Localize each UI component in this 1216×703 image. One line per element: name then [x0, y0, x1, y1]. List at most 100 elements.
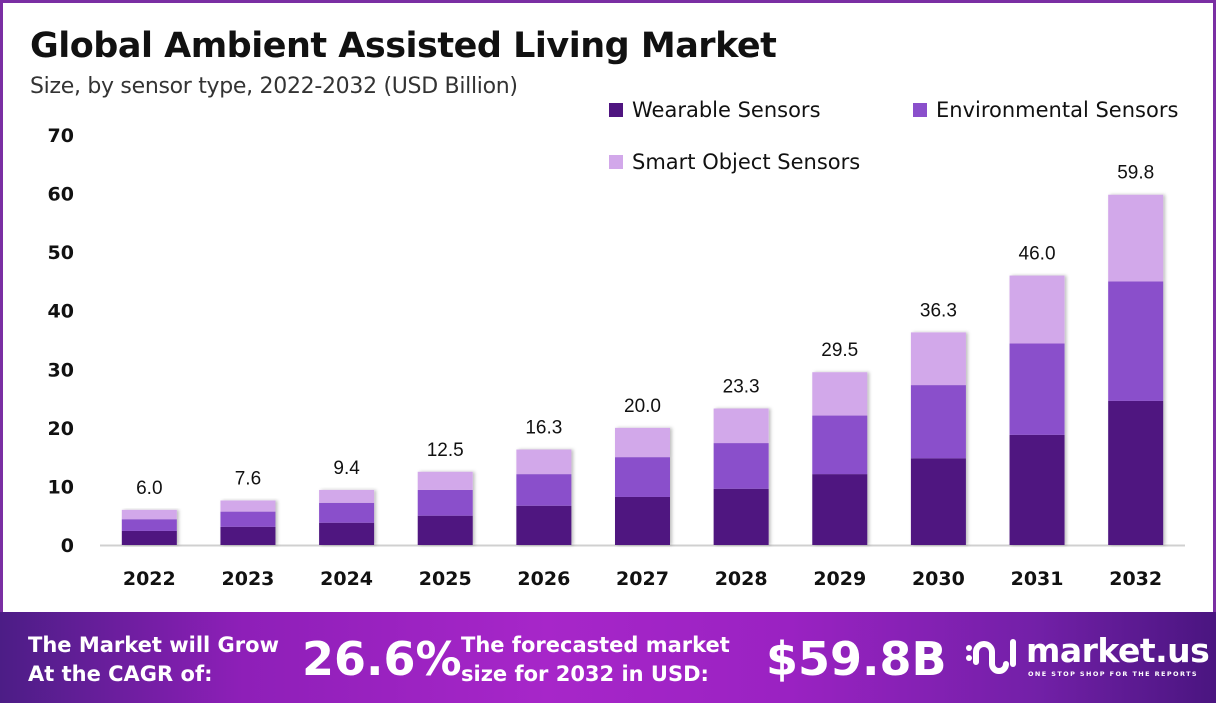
- legend-swatch-wearable: [609, 103, 623, 117]
- x-tick-label: 2028: [715, 568, 768, 590]
- bar-segment-wearable-sensors-2027: [615, 496, 670, 545]
- bar-segment-smart-object-sensors-2026: [516, 449, 572, 475]
- x-tick-label: 2023: [222, 568, 275, 590]
- y-tick-label: 30: [48, 359, 74, 381]
- data-label-total: 59.8: [1117, 163, 1154, 184]
- stacked-bar-chart: 0102030405060706.020227.620239.4202412.5…: [48, 125, 1185, 590]
- legend-label-wearable: Wearable Sensors: [632, 98, 821, 122]
- x-tick-label: 2030: [912, 568, 965, 590]
- data-label-total: 29.5: [821, 340, 858, 361]
- data-label-total: 23.3: [723, 377, 760, 398]
- legend-item-environmental: Environmental Sensors: [913, 98, 1178, 122]
- bar-segment-smart-object-sensors-2027: [615, 427, 670, 458]
- y-tick-label: 40: [48, 301, 74, 323]
- legend-swatch-smart-object: [609, 155, 623, 169]
- x-tick-label: 2032: [1109, 568, 1162, 590]
- bar-stack-2029: [812, 372, 868, 545]
- bar-stack-2023: [220, 500, 276, 545]
- data-label-total: 36.3: [920, 300, 957, 321]
- brand-logo: market.us ONE STOP SHOP FOR THE REPORTS: [964, 631, 1210, 684]
- bar-segment-environmental-sensors-2027: [615, 457, 670, 497]
- bar-segment-environmental-sensors-2029: [812, 415, 868, 475]
- bar-segment-environmental-sensors-2030: [910, 385, 966, 459]
- bar-segment-environmental-sensors-2032: [1108, 281, 1164, 401]
- cagr-label: The Market will Grow At the CAGR of:: [28, 631, 279, 689]
- legend-swatch-environmental: [913, 103, 927, 117]
- legend-item-smart-object: Smart Object Sensors: [609, 150, 860, 174]
- data-label-total: 9.4: [333, 458, 360, 479]
- y-tick-label: 60: [48, 184, 74, 206]
- x-tick-label: 2025: [419, 568, 472, 590]
- brand-tagline: ONE STOP SHOP FOR THE REPORTS: [1028, 670, 1198, 678]
- x-tick-label: 2022: [123, 568, 176, 590]
- legend-label-environmental: Environmental Sensors: [936, 98, 1179, 122]
- bar-segment-wearable-sensors-2022: [121, 530, 177, 545]
- bar-stack-2024: [319, 489, 375, 545]
- data-label-total: 20.0: [624, 396, 661, 417]
- bar-stack-2028: [713, 408, 769, 545]
- bar-segment-environmental-sensors-2028: [713, 443, 769, 489]
- forecast-label: The forecasted market size for 2032 in U…: [461, 631, 730, 689]
- bar-stack-2026: [516, 449, 572, 545]
- bar-segment-smart-object-sensors-2030: [910, 332, 966, 386]
- bar-segment-smart-object-sensors-2022: [121, 509, 177, 520]
- y-tick-label: 0: [61, 535, 74, 557]
- bar-segment-wearable-sensors-2032: [1108, 400, 1164, 545]
- bar-segment-smart-object-sensors-2032: [1108, 194, 1164, 282]
- bar-segment-wearable-sensors-2028: [713, 488, 769, 545]
- market-us-logo-icon: [966, 639, 1016, 674]
- data-label-total: 46.0: [1019, 244, 1056, 265]
- brand-name: market.us: [1026, 631, 1210, 670]
- chart-subtitle: Size, by sensor type, 2022-2032 (USD Bil…: [30, 74, 518, 99]
- y-tick-label: 20: [48, 418, 74, 440]
- forecast-value: $59.8B: [766, 632, 947, 686]
- x-tick-label: 2024: [320, 568, 373, 590]
- chart-title: Global Ambient Assisted Living Market: [30, 26, 777, 66]
- bar-segment-wearable-sensors-2024: [319, 522, 375, 545]
- bar-stack-2030: [910, 332, 966, 545]
- x-tick-label: 2027: [616, 568, 669, 590]
- bar-segment-smart-object-sensors-2031: [1009, 275, 1065, 344]
- bar-segment-environmental-sensors-2025: [417, 489, 473, 516]
- y-tick-label: 10: [48, 476, 74, 498]
- cagr-label-line2: At the CAGR of:: [28, 662, 213, 686]
- forecast-label-line1: The forecasted market: [461, 633, 730, 657]
- y-tick-label: 70: [48, 125, 74, 147]
- bar-segment-smart-object-sensors-2024: [319, 489, 375, 503]
- data-label-total: 6.0: [136, 478, 162, 499]
- bar-segment-smart-object-sensors-2028: [713, 408, 769, 444]
- bar-stack-2025: [417, 471, 473, 545]
- cagr-value: 26.6%: [302, 632, 462, 686]
- bar-segment-environmental-sensors-2031: [1009, 343, 1065, 435]
- bar-segment-environmental-sensors-2024: [319, 502, 375, 523]
- bar-stack-2031: [1009, 275, 1065, 545]
- bar-segment-wearable-sensors-2030: [910, 458, 966, 545]
- bar-segment-wearable-sensors-2025: [417, 515, 473, 545]
- bar-stack-2022: [121, 509, 177, 545]
- bar-segment-environmental-sensors-2022: [121, 519, 177, 531]
- legend-label-smart-object: Smart Object Sensors: [632, 150, 861, 174]
- data-label-total: 16.3: [525, 418, 562, 439]
- x-tick-label: 2029: [813, 568, 866, 590]
- bar-segment-environmental-sensors-2026: [516, 474, 572, 506]
- bar-segment-smart-object-sensors-2029: [812, 372, 868, 416]
- footer-banner: The Market will Grow At the CAGR of: 26.…: [0, 612, 1216, 703]
- bar-segment-environmental-sensors-2023: [220, 511, 276, 527]
- bar-segment-wearable-sensors-2026: [516, 505, 572, 545]
- bar-segment-wearable-sensors-2023: [220, 526, 276, 545]
- bar-stack-2032: [1108, 194, 1164, 545]
- bar-segment-wearable-sensors-2031: [1009, 434, 1065, 545]
- x-tick-label: 2031: [1011, 568, 1064, 590]
- x-tick-label: 2026: [517, 568, 570, 590]
- bar-segment-wearable-sensors-2029: [812, 474, 868, 545]
- bar-stack-2027: [615, 427, 670, 545]
- y-tick-label: 50: [48, 242, 74, 264]
- bar-segment-smart-object-sensors-2025: [417, 471, 473, 490]
- data-label-total: 7.6: [235, 468, 261, 489]
- legend-item-wearable: Wearable Sensors: [609, 98, 821, 122]
- data-label-total: 12.5: [427, 440, 464, 461]
- cagr-label-line1: The Market will Grow: [28, 633, 279, 657]
- forecast-label-line2: size for 2032 in USD:: [461, 662, 709, 686]
- bar-segment-smart-object-sensors-2023: [220, 500, 276, 512]
